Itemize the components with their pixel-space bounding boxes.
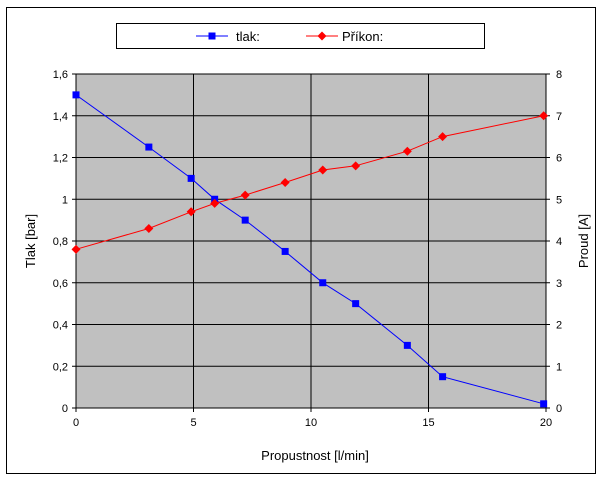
data-point-prikon xyxy=(402,146,412,156)
y-left-tick-label: 1 xyxy=(62,194,68,206)
data-point-tlak xyxy=(352,300,360,308)
y-left-tick-label: 1,2 xyxy=(53,153,68,165)
series-group xyxy=(71,91,549,408)
y-right-tick-label: 2 xyxy=(556,320,562,332)
data-point-prikon xyxy=(351,161,361,171)
data-point-prikon xyxy=(438,132,448,142)
legend-prikon-marker xyxy=(317,31,327,41)
data-point-tlak xyxy=(319,279,327,287)
data-point-tlak xyxy=(403,341,411,349)
data-point-prikon xyxy=(71,244,81,254)
y-right-axis-title: Proud [A] xyxy=(576,214,591,268)
data-point-tlak xyxy=(187,174,195,182)
legend-tlak-label: tlak: xyxy=(236,29,260,44)
y-left-tick-label: 0,2 xyxy=(53,361,68,373)
y-left-tick-label: 0,4 xyxy=(53,320,68,332)
data-point-prikon xyxy=(539,111,549,121)
y-left-tick-label: 0 xyxy=(62,403,68,415)
legend-prikon-label: Příkon: xyxy=(342,29,383,44)
x-tick-label: 10 xyxy=(305,417,317,429)
y-left-axis-title: Tlak [bar] xyxy=(23,214,38,268)
data-point-tlak xyxy=(439,373,447,381)
y-left-tick-label: 1,6 xyxy=(53,69,68,81)
y-right-tick-label: 4 xyxy=(556,236,562,248)
y-right-tick-label: 1 xyxy=(556,361,562,373)
y-right-tick-label: 6 xyxy=(556,153,562,165)
legend: tlak: Příkon: xyxy=(116,23,485,49)
y-left-tick-label: 0,8 xyxy=(53,236,68,248)
data-point-prikon xyxy=(210,198,220,208)
y-right-tick-label: 0 xyxy=(556,403,562,415)
data-point-prikon xyxy=(186,207,196,217)
data-point-prikon xyxy=(318,165,328,175)
x-tick-label: 15 xyxy=(422,417,434,429)
y-left-tick-label: 1,4 xyxy=(53,111,68,123)
y-right-tick-label: 3 xyxy=(556,278,562,290)
x-tick-label: 5 xyxy=(190,417,196,429)
data-point-tlak xyxy=(540,400,548,408)
x-axis-title: Propustnost [l/min] xyxy=(261,448,369,463)
data-point-tlak xyxy=(281,247,289,255)
x-tick-label: 20 xyxy=(540,417,552,429)
data-point-prikon xyxy=(280,178,290,188)
data-point-prikon xyxy=(144,223,154,233)
legend-box xyxy=(116,23,485,49)
axis-ticks: 0 5 10 15 20 0 0,2 0,4 0,6 0,8 1 1,2 1,4 1,6 0 1 2 3 4 5 6 7 8 xyxy=(53,69,562,429)
x-tick-label: 0 xyxy=(73,417,79,429)
y-right-tick-label: 8 xyxy=(556,69,562,81)
y-right-tick-label: 5 xyxy=(556,194,562,206)
gridlines xyxy=(76,74,546,408)
data-point-prikon xyxy=(240,190,250,200)
data-point-tlak xyxy=(145,143,153,151)
data-point-tlak xyxy=(72,91,80,99)
legend-tlak-marker xyxy=(208,32,216,40)
y-left-tick-label: 0,6 xyxy=(53,278,68,290)
y-right-tick-label: 7 xyxy=(556,111,562,123)
data-point-tlak xyxy=(241,216,249,224)
